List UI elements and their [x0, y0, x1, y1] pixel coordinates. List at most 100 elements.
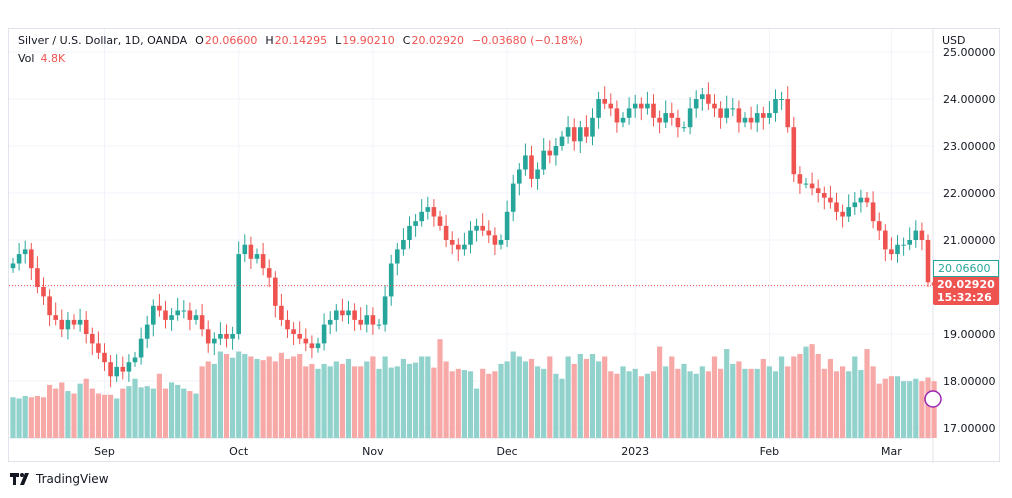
candle-body — [669, 113, 675, 118]
volume-bar — [547, 356, 553, 438]
open-label: O — [195, 34, 204, 47]
price-tick-label: 17.00000 — [943, 422, 996, 435]
volume-bar — [833, 371, 840, 438]
candle-body — [126, 362, 132, 372]
candle-body — [83, 319, 89, 334]
volume-bar — [699, 366, 705, 438]
last-price: 20.02920 — [937, 278, 995, 291]
candle-body — [608, 103, 614, 109]
candle-body — [382, 296, 388, 325]
candle-body — [846, 207, 851, 217]
candle-body — [553, 146, 559, 156]
volume-bar — [681, 363, 687, 438]
volume-bar — [809, 344, 815, 438]
candle-body — [895, 244, 900, 255]
volume-bar — [510, 351, 516, 438]
candle-body — [468, 230, 473, 245]
candle-body — [266, 268, 272, 278]
candle-body — [193, 315, 199, 320]
candle-body — [309, 343, 315, 349]
volume-bar — [449, 371, 455, 438]
volume-bar — [693, 373, 699, 438]
volume-bar — [230, 357, 236, 438]
candle-body — [614, 108, 620, 123]
candle-body — [523, 155, 528, 170]
volume-bar — [16, 398, 22, 438]
volume-bar — [333, 361, 339, 438]
volume-bar — [565, 356, 571, 438]
volume-bar — [303, 366, 309, 438]
currency-label[interactable]: USD — [942, 34, 966, 47]
volume-bar — [162, 388, 169, 438]
close-value: 20.02920 — [411, 34, 464, 47]
volume-bar — [791, 356, 797, 438]
candle-body — [443, 225, 449, 240]
candle-body — [480, 225, 485, 231]
candle-body — [529, 155, 534, 179]
volume-bar — [425, 356, 431, 438]
candle-body — [254, 254, 260, 259]
volume-bar — [132, 378, 138, 438]
candle-body — [16, 254, 22, 264]
candle-body — [645, 103, 650, 109]
price-tick-label: 24.00000 — [943, 93, 996, 106]
volume-bar — [95, 393, 101, 438]
candle-body — [260, 254, 266, 269]
candle-body — [736, 108, 742, 123]
candle-body — [687, 108, 693, 128]
candle-body — [742, 117, 748, 123]
volume-bar — [748, 368, 754, 438]
event-marker-icon — [924, 390, 942, 408]
candle-body — [785, 99, 790, 128]
price-tick-label: 19.00000 — [943, 328, 996, 341]
candle-body — [114, 366, 119, 377]
volume-bar — [406, 363, 413, 438]
volume-bar — [382, 356, 388, 438]
vol-label: Vol — [18, 52, 35, 65]
volume-bar — [553, 373, 559, 438]
candle-body — [29, 249, 34, 269]
volume-bar — [254, 358, 260, 438]
candle-body — [907, 240, 912, 245]
candle-body — [303, 338, 309, 344]
volume-bar — [797, 354, 803, 438]
volume-bar — [40, 397, 47, 438]
volume-bar — [583, 358, 589, 438]
candle-body — [693, 99, 699, 109]
volume-bar — [608, 371, 614, 438]
candle-body — [547, 150, 553, 156]
volume-bar — [352, 366, 358, 438]
volume-bar — [138, 387, 144, 438]
candle-body — [327, 319, 333, 325]
candlestick-chart[interactable]: 17.00000 18.00000 19.00000 21.00000 22.00000… — [9, 29, 1001, 463]
symbol-title[interactable]: Silver / U.S. Dollar, 1D, OANDA — [18, 34, 188, 47]
candle-body — [157, 305, 162, 311]
candle-body — [120, 366, 126, 372]
volume-bar — [59, 382, 65, 438]
price-tick-label: 21.00000 — [943, 234, 996, 247]
candle-body — [53, 315, 58, 320]
candle-body — [565, 127, 571, 137]
volume-bar — [602, 356, 608, 438]
candle-body — [797, 174, 803, 184]
volume-bar — [120, 388, 126, 438]
candle-body — [852, 202, 858, 208]
volume-bar — [577, 354, 583, 438]
volume-bar — [83, 378, 89, 438]
chart-frame: 17.00000 18.00000 19.00000 21.00000 22.00000… — [8, 28, 1001, 463]
volume-bar — [181, 388, 187, 438]
volume-bar — [242, 354, 248, 438]
candle-body — [590, 117, 595, 137]
volume-bar — [266, 356, 272, 438]
volume-bar — [840, 366, 846, 438]
candle-body — [163, 310, 168, 320]
volume-bar — [272, 361, 278, 438]
volume-bar — [504, 361, 510, 438]
candle-body — [889, 249, 894, 255]
tradingview-logo[interactable]: TradingView — [10, 472, 109, 486]
volume-bar — [913, 378, 919, 438]
candle-body — [90, 334, 95, 344]
volume-bar — [388, 367, 394, 438]
volume-bar — [413, 362, 419, 438]
volume-bar — [236, 351, 242, 438]
